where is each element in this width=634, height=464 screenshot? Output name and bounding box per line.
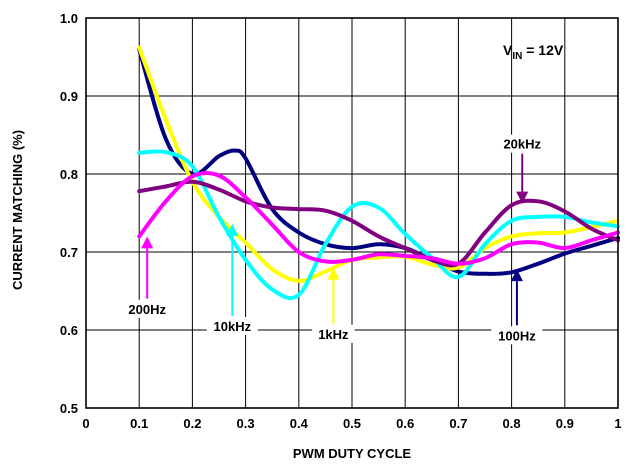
y-tick-label: 1.0 [60, 11, 78, 26]
x-tick-label: 0.4 [290, 416, 309, 431]
tick-labels: 0 0.1 0.2 0.3 0.4 0.5 0.6 0.7 0.8 0.9 1 0.5 0.6 0.7 0.… [60, 11, 622, 431]
x-tick-label: 0.6 [396, 416, 414, 431]
series-label-bg-10khz [206, 316, 258, 335]
series-line-200hz [137, 170, 620, 266]
arrow-head-20khz [516, 191, 529, 204]
y-tick-label: 0.7 [60, 245, 78, 260]
arrow-head-100hz [510, 269, 523, 282]
series-line-20khz [137, 179, 620, 268]
y-tick-label: 0.8 [60, 167, 78, 182]
y-tick-label: 0.9 [60, 89, 78, 104]
series-label-10khz: 10kHz [214, 319, 252, 334]
plot-frame [85, 17, 619, 409]
x-tick-label: 0.3 [237, 416, 255, 431]
series-label-1khz: 1kHz [318, 327, 349, 342]
x-tick-label: 0.8 [503, 416, 521, 431]
x-tick-label: 0 [82, 416, 89, 431]
series-lines [137, 45, 620, 301]
series-label-bg-1khz [312, 324, 355, 343]
arrow-head-10khz [226, 223, 239, 236]
x-tick-label: 0.1 [130, 416, 148, 431]
y-tick-label: 0.5 [60, 401, 78, 416]
series-label-20khz: 20kHz [503, 137, 541, 152]
series-labels: 200Hz 10kHz 1kHz 20kHz 100Hz [121, 134, 548, 345]
grid [85, 17, 619, 409]
series-label-bg-200hz [121, 299, 173, 318]
series-label-bg-100hz [491, 326, 543, 345]
series-label-200hz: 200Hz [128, 302, 166, 317]
y-axis-title: CURRENT MATCHING (%) [10, 130, 25, 290]
vin-annotation: VIN = 12V [503, 42, 564, 62]
x-axis-title: PWM DUTY CYCLE [293, 446, 412, 461]
x-tick-label: 0.9 [556, 416, 574, 431]
x-tick-label: 0.7 [449, 416, 467, 431]
arrow-head-200hz [141, 236, 154, 249]
series-line-100hz [137, 47, 620, 276]
series-line-10khz [137, 149, 620, 301]
x-tick-label: 1 [614, 416, 621, 431]
series-label-arrows [141, 153, 529, 326]
series-label-100hz: 100Hz [498, 328, 536, 343]
y-tick-label: 0.6 [60, 323, 78, 338]
x-tick-label: 0.2 [183, 416, 201, 431]
x-tick-label: 0.5 [343, 416, 361, 431]
series-label-bg-20khz [496, 134, 548, 153]
arrow-head-1khz [327, 267, 340, 280]
